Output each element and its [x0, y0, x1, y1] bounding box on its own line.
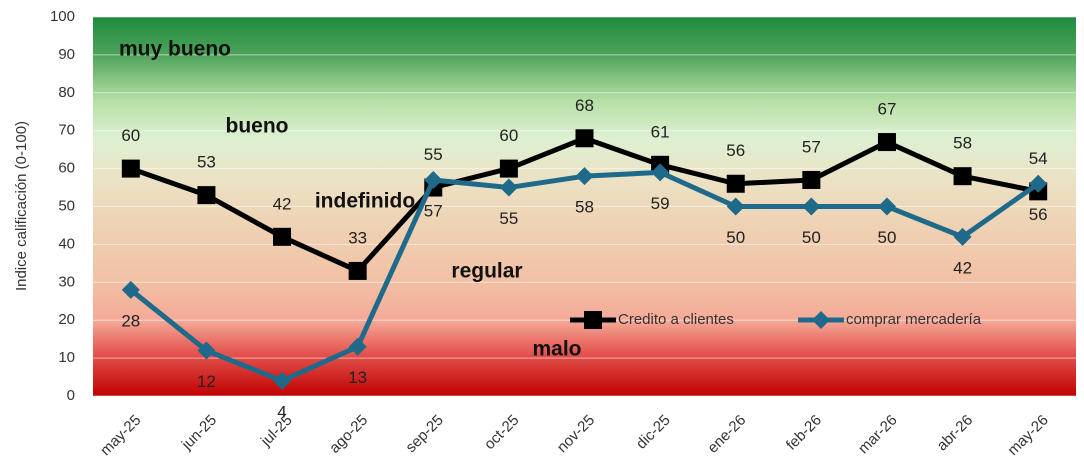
- data-label: 12: [197, 372, 216, 391]
- data-label: 57: [424, 201, 443, 220]
- marker: [1029, 174, 1048, 193]
- marker: [802, 170, 821, 189]
- data-label: 54: [1029, 149, 1048, 168]
- data-label: 58: [575, 198, 594, 217]
- data-label: 13: [348, 368, 367, 387]
- y-tick-label: 30: [58, 273, 75, 290]
- band-label: malo: [532, 338, 581, 361]
- y-tick-label: 20: [58, 311, 75, 328]
- marker: [953, 227, 972, 246]
- data-label: 55: [424, 145, 443, 164]
- x-tick-label: abr-26: [934, 412, 977, 455]
- marker: [726, 197, 745, 216]
- data-label: 58: [953, 134, 972, 153]
- data-label: 60: [499, 126, 518, 145]
- data-label: 67: [878, 100, 897, 119]
- marker: [121, 280, 140, 299]
- marker: [726, 174, 745, 193]
- data-label: 4: [277, 402, 286, 421]
- data-label: 61: [651, 122, 670, 141]
- x-tick-label: may-25: [97, 412, 144, 459]
- marker: [273, 227, 292, 246]
- legend-marker: [812, 311, 830, 329]
- x-tick-label: oct-25: [481, 412, 523, 454]
- y-tick-label: 0: [67, 387, 75, 404]
- x-tick-label: jun-25: [178, 412, 220, 454]
- y-tick-label: 60: [58, 160, 75, 177]
- y-tick-label: 90: [58, 46, 75, 63]
- band-label: bueno: [226, 115, 289, 138]
- y-tick-label: 50: [58, 197, 75, 214]
- data-label: 53: [197, 153, 216, 172]
- y-tick-label: 40: [58, 235, 75, 252]
- data-label: 50: [878, 228, 897, 247]
- x-tick-label: dic-25: [633, 412, 674, 453]
- band-label: regular: [451, 260, 522, 283]
- marker: [348, 337, 367, 356]
- marker: [802, 197, 821, 216]
- y-tick-label: 10: [58, 349, 75, 366]
- data-label: 33: [348, 228, 367, 247]
- y-tick-label: 80: [58, 84, 75, 101]
- x-tick-label: sep-25: [402, 412, 446, 456]
- data-label: 68: [575, 96, 594, 115]
- x-tick-label: may-26: [1004, 412, 1051, 459]
- marker: [121, 159, 140, 178]
- marker: [499, 178, 518, 197]
- marker: [197, 186, 216, 205]
- y-tick-label: 100: [50, 8, 75, 25]
- x-tick-label: feb-26: [783, 412, 825, 454]
- band-label: muy bueno: [119, 38, 231, 61]
- band-label: indefinido: [315, 190, 415, 213]
- legend-label: Credito a clientes: [618, 311, 734, 328]
- marker: [575, 167, 594, 186]
- data-label: 55: [499, 209, 518, 228]
- marker: [499, 159, 518, 178]
- marker: [273, 371, 292, 390]
- legend-marker: [584, 311, 602, 329]
- y-axis-label: Indice calificación (0-100): [13, 121, 30, 291]
- data-label: 42: [953, 258, 972, 277]
- marker: [953, 167, 972, 186]
- data-label: 60: [121, 126, 140, 145]
- marker: [877, 197, 896, 216]
- x-tick-label: ago-25: [326, 412, 371, 457]
- marker: [877, 133, 896, 152]
- y-tick-label: 70: [58, 122, 75, 139]
- data-label: 42: [273, 194, 292, 213]
- x-tick-label: ene-26: [704, 412, 749, 457]
- data-label: 28: [121, 311, 140, 330]
- marker: [575, 129, 594, 148]
- data-label: 50: [726, 228, 745, 247]
- data-label: 50: [802, 228, 821, 247]
- data-label: 56: [1029, 205, 1048, 224]
- data-label: 56: [726, 141, 745, 160]
- marker: [348, 261, 367, 280]
- marker: [197, 341, 216, 360]
- marker: [651, 163, 670, 182]
- x-tick-label: nov-25: [554, 412, 598, 456]
- data-label: 57: [802, 137, 821, 156]
- legend-label: comprar mercadería: [846, 311, 982, 328]
- marker: [424, 170, 443, 189]
- data-label: 59: [651, 194, 670, 213]
- x-tick-label: mar-26: [855, 412, 901, 458]
